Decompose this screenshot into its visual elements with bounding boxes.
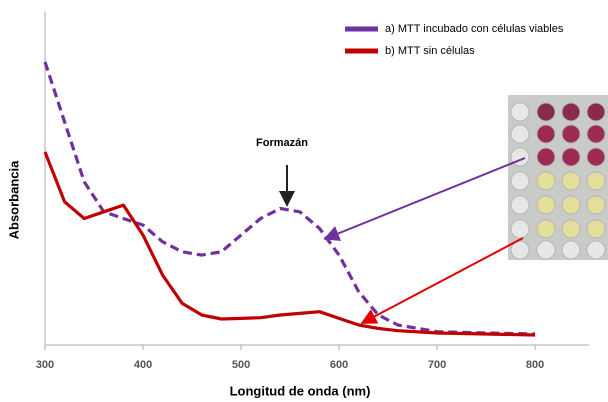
x-tick-label: 400 bbox=[134, 359, 152, 371]
pointer-arrow bbox=[360, 237, 524, 324]
legend-label: a) MTT incubado con células viables bbox=[385, 23, 564, 35]
well bbox=[536, 171, 556, 191]
pointer-arrow bbox=[323, 157, 526, 241]
well bbox=[586, 240, 606, 260]
well bbox=[586, 171, 606, 191]
legend-label: b) MTT sin células bbox=[385, 45, 475, 57]
well bbox=[510, 195, 530, 215]
x-tick-label: 300 bbox=[36, 359, 54, 371]
y-axis-label: Absorbancia bbox=[6, 160, 21, 240]
well bbox=[536, 219, 556, 239]
well bbox=[586, 219, 606, 239]
well bbox=[586, 147, 606, 167]
well bbox=[510, 102, 530, 122]
x-tick-label: 700 bbox=[428, 359, 446, 371]
well bbox=[586, 102, 606, 122]
well bbox=[536, 240, 556, 260]
well bbox=[586, 195, 606, 215]
well bbox=[536, 124, 556, 144]
x-tick-label: 500 bbox=[232, 359, 250, 371]
well bbox=[561, 102, 581, 122]
x-tick-label: 800 bbox=[526, 359, 544, 371]
x-tick-label: 600 bbox=[330, 359, 348, 371]
well bbox=[561, 171, 581, 191]
well bbox=[536, 147, 556, 167]
x-axis-label: Longitud de onda (nm) bbox=[230, 383, 371, 398]
well bbox=[561, 124, 581, 144]
well bbox=[510, 124, 530, 144]
data-line bbox=[43, 151, 536, 337]
well bbox=[536, 102, 556, 122]
well-plate-photo bbox=[508, 95, 608, 260]
well bbox=[536, 195, 556, 215]
annotation: Formazán bbox=[256, 137, 308, 149]
well bbox=[561, 195, 581, 215]
well bbox=[561, 147, 581, 167]
well bbox=[510, 171, 530, 191]
well bbox=[586, 124, 606, 144]
well bbox=[510, 219, 530, 239]
well bbox=[510, 240, 530, 260]
well bbox=[561, 219, 581, 239]
data-line bbox=[43, 61, 536, 336]
well bbox=[561, 240, 581, 260]
